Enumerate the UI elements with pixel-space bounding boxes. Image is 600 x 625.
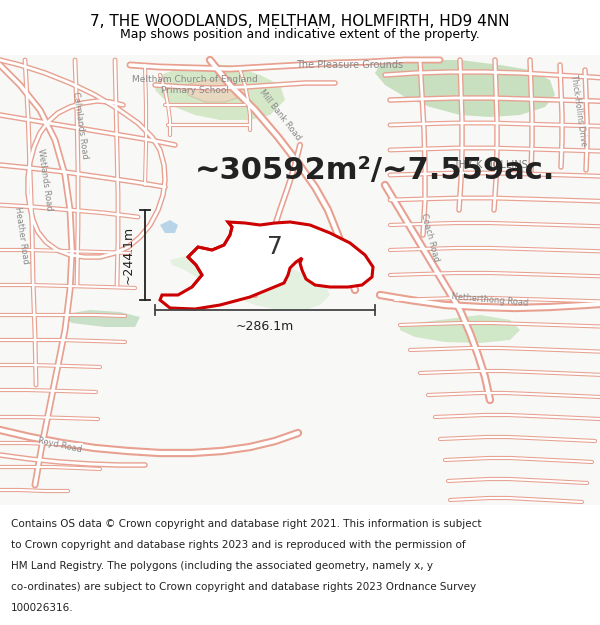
Text: co-ordinates) are subject to Crown copyright and database rights 2023 Ordnance S: co-ordinates) are subject to Crown copyr… [11,582,476,592]
Polygon shape [160,220,178,233]
Polygon shape [160,222,373,309]
Text: The Pleasure Grounds: The Pleasure Grounds [296,60,404,70]
Text: Netherthong Road: Netherthong Road [451,292,529,308]
Polygon shape [185,80,240,102]
Text: THICK HOLLINS: THICK HOLLINS [452,160,527,170]
Text: Mill Bank Road: Mill Bank Road [257,88,302,142]
Polygon shape [400,315,520,343]
Text: 7, THE WOODLANDS, MELTHAM, HOLMFIRTH, HD9 4NN: 7, THE WOODLANDS, MELTHAM, HOLMFIRTH, HD… [90,14,510,29]
Text: ~244.1m: ~244.1m [122,226,135,284]
Polygon shape [60,310,140,327]
Text: 7: 7 [267,235,283,259]
Text: Thick-Hollins Drive: Thick-Hollins Drive [569,74,587,146]
Text: ~286.1m: ~286.1m [236,320,294,333]
Polygon shape [170,250,330,310]
Polygon shape [155,65,285,120]
Text: Coach Road: Coach Road [419,212,441,262]
Text: Wetlands Road: Wetlands Road [36,148,54,212]
Text: ~30592m²/~7.559ac.: ~30592m²/~7.559ac. [195,156,556,184]
Text: Royd Road: Royd Road [37,436,83,454]
Text: Heather Road: Heather Road [14,206,31,264]
Text: 100026316.: 100026316. [11,603,73,613]
Text: to Crown copyright and database rights 2023 and is reproduced with the permissio: to Crown copyright and database rights 2… [11,541,466,551]
Text: HM Land Registry. The polygons (including the associated geometry, namely x, y: HM Land Registry. The polygons (includin… [11,561,433,571]
Text: Calmlands Road: Calmlands Road [71,91,89,159]
Text: Contains OS data © Crown copyright and database right 2021. This information is : Contains OS data © Crown copyright and d… [11,519,481,529]
Text: Meltham Church of England
Primary School: Meltham Church of England Primary School [132,75,258,95]
Text: Map shows position and indicative extent of the property.: Map shows position and indicative extent… [120,28,480,41]
Polygon shape [375,60,555,117]
